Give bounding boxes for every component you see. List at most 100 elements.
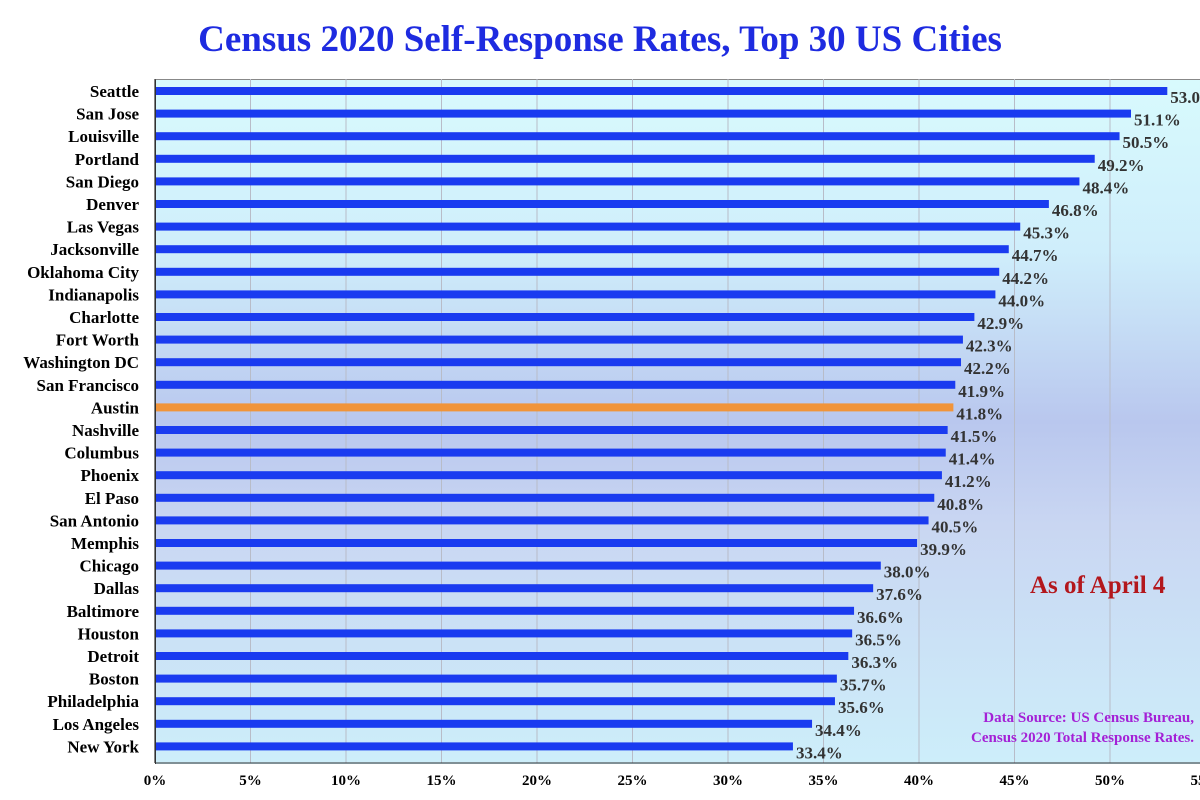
value-label: 53.0% — [1170, 88, 1200, 107]
category-label: Philadelphia — [47, 692, 139, 711]
category-label: Columbus — [64, 444, 139, 463]
value-label: 38.0% — [884, 563, 931, 582]
category-label: Fort Worth — [56, 331, 140, 350]
value-label: 33.4% — [796, 743, 843, 762]
category-label: Oklahoma City — [27, 263, 139, 282]
category-label: Louisville — [68, 127, 139, 146]
bar — [156, 109, 1132, 118]
value-label: 36.5% — [855, 630, 902, 649]
value-label: 41.9% — [958, 382, 1005, 401]
bar — [156, 516, 929, 525]
value-label: 42.2% — [964, 359, 1011, 378]
data-source-note: Data Source: US Census Bureau, Census 20… — [971, 708, 1194, 748]
x-tick-label: 20% — [522, 773, 552, 789]
category-label: Los Angeles — [53, 715, 140, 734]
bar — [156, 561, 881, 570]
value-label: 37.6% — [876, 585, 923, 604]
bar — [156, 448, 946, 457]
value-label: 36.6% — [857, 608, 904, 627]
bar — [156, 177, 1080, 186]
category-label: New York — [67, 737, 139, 756]
bar — [156, 245, 1009, 254]
category-label: Detroit — [87, 647, 139, 666]
bar — [156, 200, 1049, 208]
bar — [156, 584, 874, 593]
value-label: 46.8% — [1052, 201, 1099, 220]
bar — [156, 132, 1120, 141]
category-label: Jacksonville — [50, 240, 139, 259]
category-label: Chicago — [80, 557, 140, 576]
bar — [156, 87, 1168, 95]
x-tick-label: 50% — [1095, 773, 1125, 789]
value-label: 50.5% — [1123, 133, 1170, 152]
x-tick-label: 40% — [904, 773, 934, 789]
value-label: 41.4% — [949, 450, 996, 469]
value-label: 44.2% — [1002, 269, 1049, 288]
bar — [156, 267, 1000, 276]
value-label: 35.6% — [838, 698, 885, 717]
category-label: El Paso — [85, 489, 139, 508]
category-label: Denver — [86, 195, 139, 214]
category-label: Charlotte — [69, 308, 139, 327]
category-label: Dallas — [94, 579, 140, 598]
value-label: 40.5% — [932, 517, 979, 536]
value-label: 44.7% — [1012, 246, 1059, 265]
x-tick-label: 30% — [713, 773, 743, 789]
bar — [156, 539, 918, 547]
value-label: 41.5% — [951, 427, 998, 446]
data-source-line-1: Data Source: US Census Bureau, — [983, 710, 1194, 726]
bar — [156, 674, 837, 683]
bar-highlighted — [156, 403, 954, 412]
x-tick-label: 15% — [427, 773, 457, 789]
value-label: 48.4% — [1082, 178, 1129, 197]
category-label: Memphis — [71, 534, 139, 553]
category-label: Boston — [89, 670, 140, 689]
bar — [156, 606, 855, 615]
value-label: 44.0% — [998, 291, 1045, 310]
value-label: 40.8% — [937, 495, 984, 514]
category-label: Indianapolis — [48, 285, 139, 304]
bar — [156, 652, 849, 660]
x-tick-label: 10% — [331, 773, 361, 789]
category-label: Las Vegas — [67, 218, 140, 237]
plot-area — [155, 79, 1200, 764]
value-label: 34.4% — [815, 721, 862, 740]
category-label: Seattle — [90, 82, 140, 101]
value-label: 41.2% — [945, 472, 992, 491]
x-tick-label: 45% — [1000, 773, 1030, 789]
category-label: Austin — [91, 398, 140, 417]
category-label: Phoenix — [80, 466, 139, 485]
category-label: San Diego — [66, 172, 139, 191]
bar — [156, 313, 975, 321]
bar — [156, 629, 853, 638]
category-label: Nashville — [72, 421, 140, 440]
value-label: 45.3% — [1023, 224, 1070, 243]
category-label: San Antonio — [50, 511, 139, 530]
bar — [156, 380, 956, 389]
x-tick-label: 35% — [809, 773, 839, 789]
data-source-line-2: Census 2020 Total Response Rates. — [971, 730, 1194, 746]
bar — [156, 493, 935, 502]
bar — [156, 290, 996, 299]
value-label: 35.7% — [840, 676, 887, 695]
category-label: Baltimore — [67, 602, 140, 621]
bar — [156, 358, 962, 367]
bar — [156, 471, 942, 480]
category-label: San Jose — [76, 105, 139, 124]
value-label: 51.1% — [1134, 111, 1181, 130]
x-tick-label: 25% — [618, 773, 648, 789]
value-label: 42.9% — [977, 314, 1024, 333]
value-label: 36.3% — [851, 653, 898, 672]
category-label: Houston — [78, 624, 140, 643]
bar — [156, 742, 793, 751]
bar — [156, 154, 1095, 163]
category-label: San Francisco — [37, 376, 139, 395]
x-tick-label: 0% — [144, 773, 167, 789]
x-tick-label: 55% — [1191, 773, 1200, 789]
bar — [156, 719, 813, 728]
bar — [156, 222, 1021, 231]
value-label: 42.3% — [966, 337, 1013, 356]
value-label: 49.2% — [1098, 156, 1145, 175]
value-label: 41.8% — [956, 404, 1003, 423]
